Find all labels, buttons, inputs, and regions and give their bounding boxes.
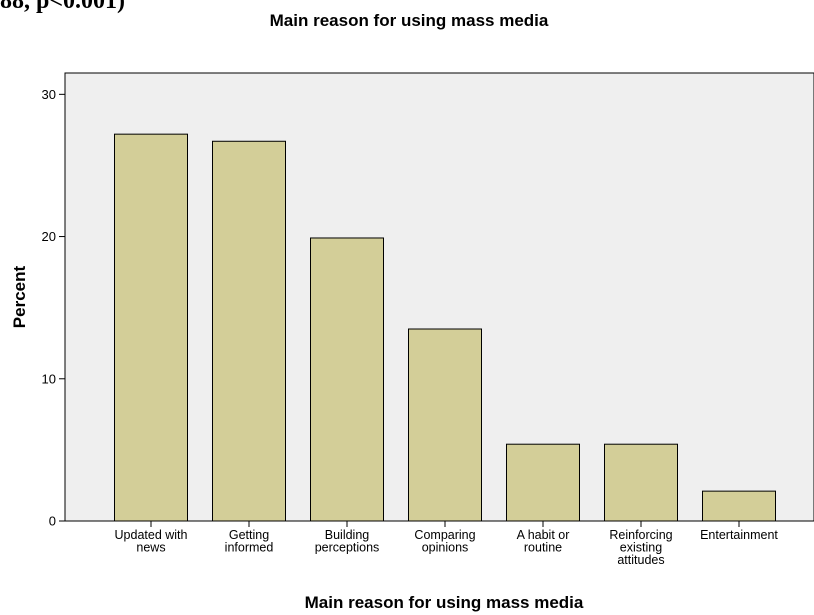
y-tick-label: 0 — [49, 514, 56, 529]
chart-title: Main reason for using mass media — [270, 11, 549, 30]
bar — [702, 490, 776, 522]
y-axis-label: Percent — [10, 265, 29, 328]
y-tick-label: 10 — [42, 371, 56, 386]
x-tick-label: Building perceptions — [315, 528, 380, 555]
x-tick-label: Updated with news — [115, 528, 188, 555]
x-tick-label: Comparing opinions — [414, 528, 475, 555]
x-axis-tick-labels: Updated with news Getting informed Building p… — [115, 521, 778, 567]
bar — [310, 237, 384, 522]
x-tick-label: Entertainment — [700, 528, 778, 542]
y-axis: 0 10 20 30 — [42, 87, 65, 529]
bar — [212, 140, 286, 522]
page-fragment-text: 88, p<0.001) — [0, 0, 126, 14]
bar — [506, 443, 580, 522]
x-tick-label: Reinforcing existing attitudes — [609, 528, 672, 567]
bar — [604, 443, 678, 522]
bar — [408, 328, 482, 522]
bars — [114, 133, 776, 522]
x-tick-label: Getting informed — [225, 528, 274, 555]
y-tick-label: 20 — [42, 229, 56, 244]
x-tick-label: A habit or routine — [517, 528, 570, 555]
bar — [114, 133, 188, 522]
x-axis-label: Main reason for using mass media — [305, 593, 584, 612]
y-tick-label: 30 — [42, 87, 56, 102]
